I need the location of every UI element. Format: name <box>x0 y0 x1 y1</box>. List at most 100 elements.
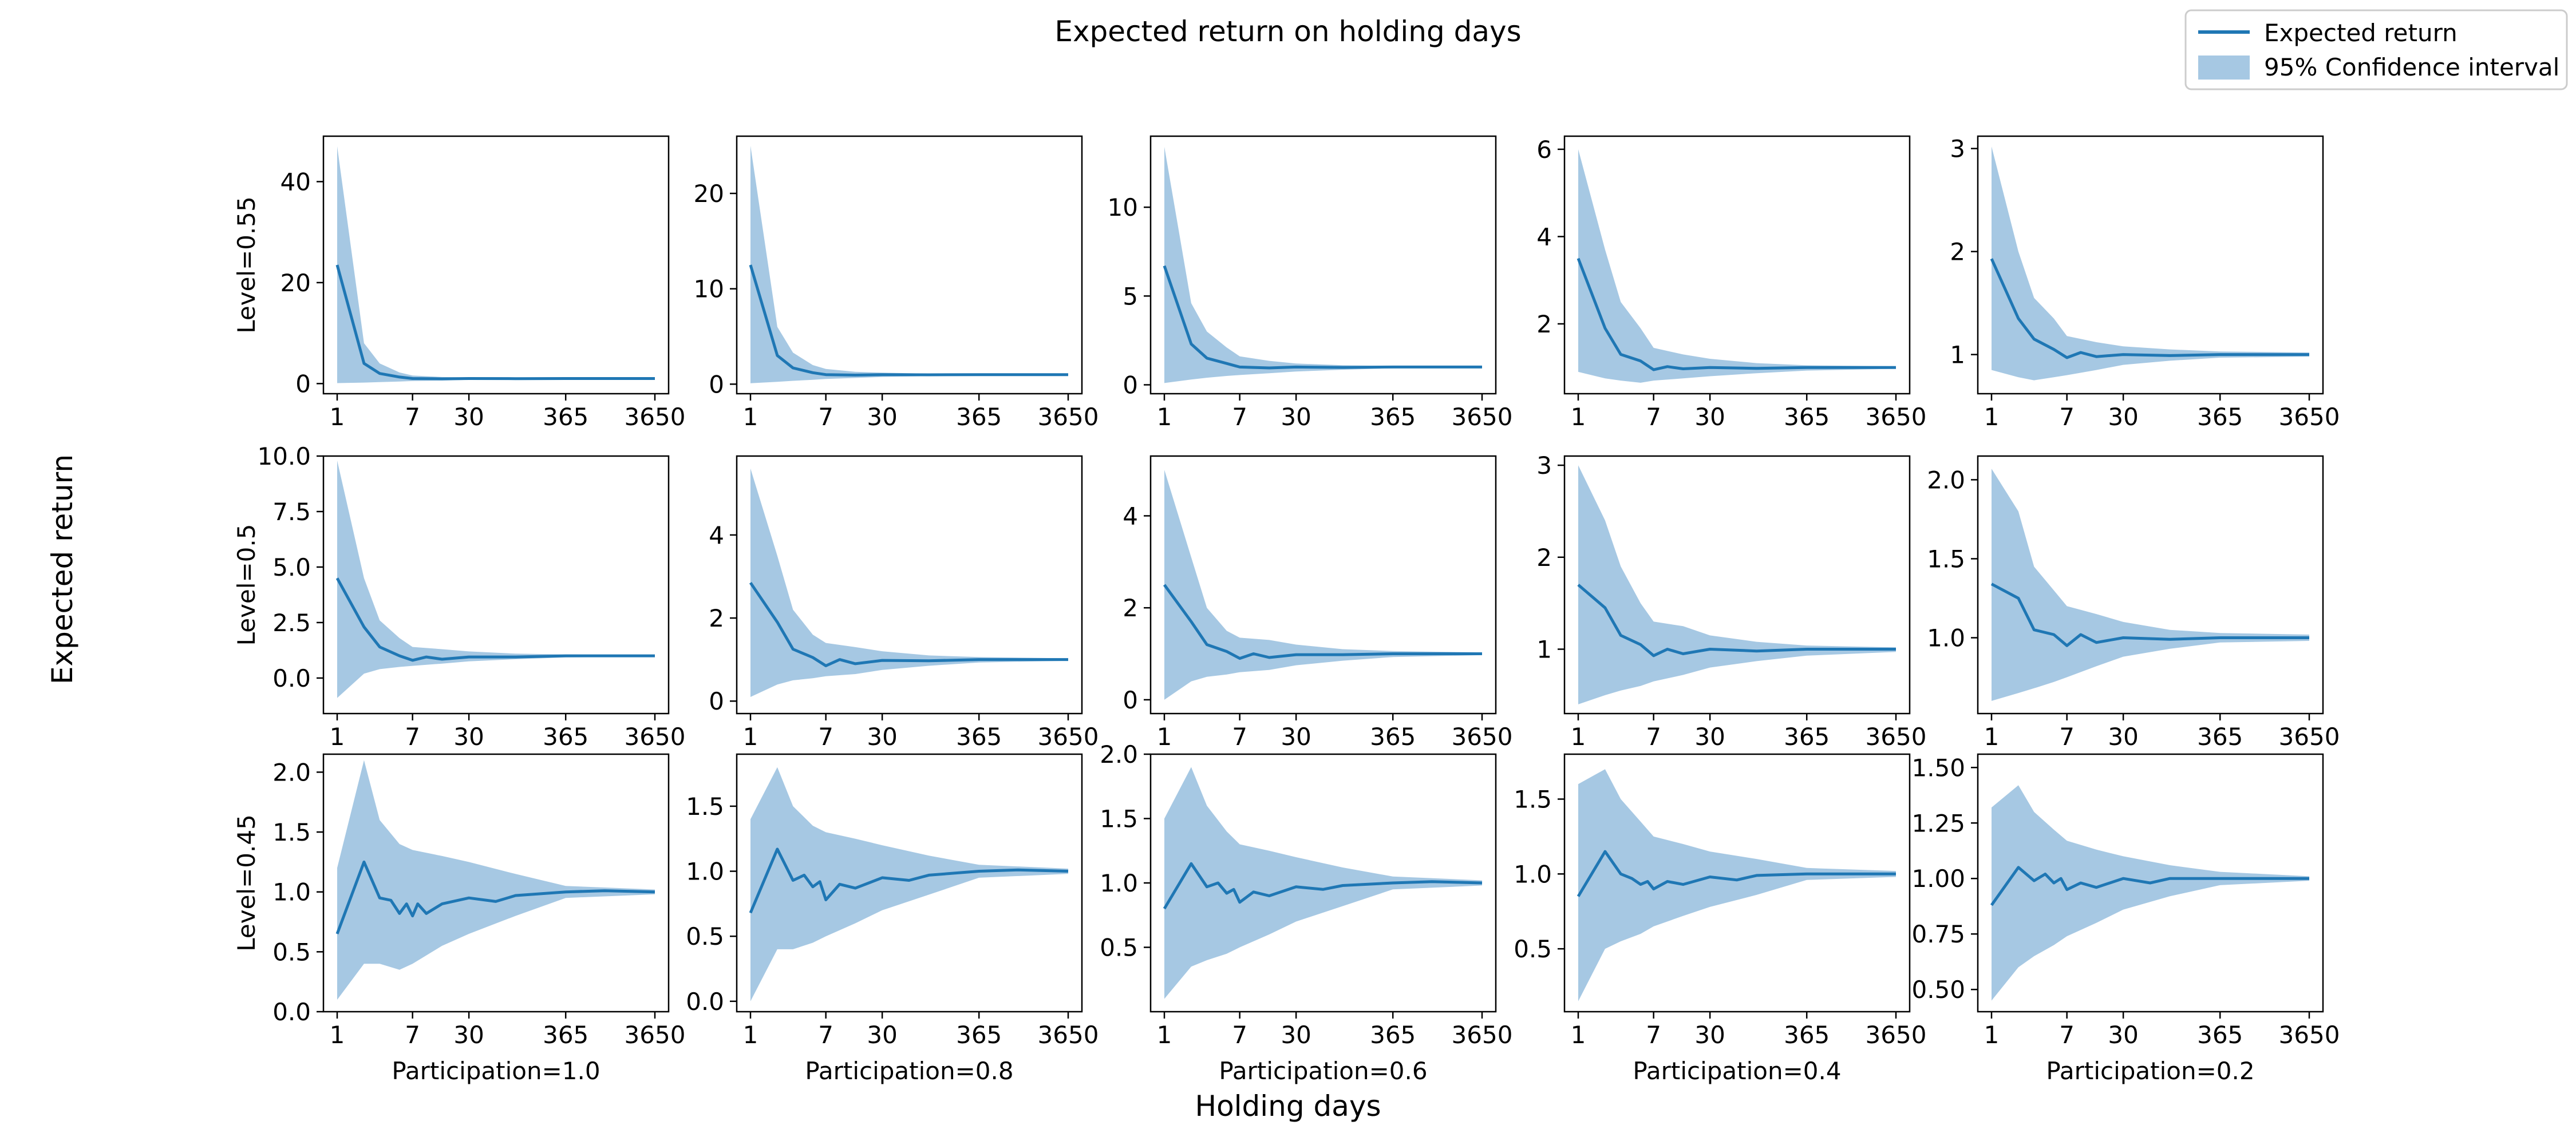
axes-frame <box>1977 455 2324 715</box>
x-tick-label: 3650 <box>1038 403 1099 431</box>
x-tick-label: 30 <box>1694 723 1725 751</box>
figure-title: Expected return on holding days <box>1054 15 1521 48</box>
y-tick-label: 2 <box>1536 310 1552 338</box>
y-tick-label: 1.25 <box>1911 809 1965 837</box>
confidence-band <box>1992 469 2309 701</box>
x-tick-label: 3650 <box>1866 403 1927 431</box>
x-tick-label: 30 <box>453 1021 484 1049</box>
axes-frame <box>1977 135 2324 395</box>
expected-return-line <box>1163 862 1483 910</box>
expected-return-line <box>1990 583 2309 647</box>
x-tick-label: 7 <box>2059 723 2075 751</box>
subplot-r0-c1: 1 7 30 365 3650 0 10 20 <box>694 135 1099 431</box>
y-tick-label: 0.50 <box>1911 976 1965 1004</box>
y-tick-label: 10 <box>694 275 724 303</box>
y-tick-label: 0.5 <box>1100 934 1138 962</box>
x-tick-label: 7 <box>2059 403 2075 431</box>
x-tick-label: 1 <box>1157 403 1172 431</box>
confidence-band <box>1164 146 1482 383</box>
expected-return-line <box>749 847 1069 914</box>
y-tick-label: 1.0 <box>272 878 311 906</box>
y-tick-label: 1.00 <box>1911 865 1965 893</box>
legend-label-confidence-interval: 95% Confidence interval <box>2264 53 2559 81</box>
x-tick-label: 7 <box>1646 403 1661 431</box>
legend: Expected return 95% Confidence interval <box>2184 9 2568 90</box>
x-tick-label: 7 <box>405 403 420 431</box>
y-tick-label: 1.50 <box>1911 754 1965 782</box>
subplot-r1-c3: 1 7 30 365 3650 1 2 3 <box>1536 451 1926 751</box>
x-tick-label: 365 <box>543 403 588 431</box>
x-tick-label: 7 <box>1646 723 1661 751</box>
confidence-band <box>750 145 1068 383</box>
x-tick-label: 3650 <box>625 1021 686 1049</box>
x-tick-label: 1 <box>743 403 758 431</box>
x-tick-label: 30 <box>2108 1021 2138 1049</box>
y-tick-label: 0.5 <box>272 938 311 966</box>
x-tick-label: 365 <box>2197 1021 2243 1049</box>
column-label: Participation=0.4 <box>1633 1057 1841 1085</box>
y-tick-label: 4 <box>1536 223 1552 251</box>
y-tick-label: 0.5 <box>1514 935 1552 963</box>
x-tick-label: 1 <box>1571 1021 1586 1049</box>
x-tick-label: 1 <box>330 1021 345 1049</box>
y-tick-label: 0.0 <box>686 988 724 1016</box>
expected-return-line <box>1163 584 1482 660</box>
column-label: Participation=0.2 <box>2046 1057 2254 1085</box>
x-tick-label: 3650 <box>2279 1021 2340 1049</box>
x-tick-label: 3650 <box>625 723 686 751</box>
x-tick-label: 7 <box>818 723 833 751</box>
y-tick-label: 10.0 <box>257 442 311 470</box>
row-label: Level=0.55 <box>232 196 260 334</box>
x-tick-label: 3650 <box>1038 1021 1099 1049</box>
y-tick-label: 2 <box>1536 544 1552 572</box>
confidence-band <box>1992 785 2309 1001</box>
y-tick-label: 0.0 <box>272 998 311 1026</box>
axes-frame <box>1149 135 1497 395</box>
x-tick-label: 365 <box>1784 403 1830 431</box>
x-tick-label: 3650 <box>1452 403 1513 431</box>
confidence-band <box>750 468 1068 697</box>
y-tick-label: 2.0 <box>1100 740 1138 768</box>
x-tick-label: 365 <box>1370 403 1416 431</box>
x-tick-label: 365 <box>543 723 588 751</box>
column-label: Participation=1.0 <box>392 1057 600 1085</box>
y-tick-label: 0.0 <box>272 664 311 692</box>
y-tick-label: 20 <box>694 180 724 208</box>
x-tick-label: 30 <box>1281 1021 1311 1049</box>
x-tick-label: 1 <box>743 723 758 751</box>
y-tick-label: 1.5 <box>1927 545 1965 573</box>
x-tick-label: 7 <box>405 1021 420 1049</box>
subplot-r1-c1: 1 7 30 365 3650 0 2 4 <box>709 455 1099 751</box>
y-tick-label: 2.0 <box>272 758 311 786</box>
x-tick-label: 7 <box>2059 1021 2075 1049</box>
y-tick-label: 5.0 <box>272 553 311 581</box>
confidence-band <box>1164 767 1482 999</box>
x-tick-label: 365 <box>956 723 1002 751</box>
y-tick-label: 1.0 <box>1514 860 1552 888</box>
expected-return-line <box>749 264 1068 377</box>
x-tick-label: 1 <box>1984 723 2000 751</box>
confidence-band <box>1164 470 1482 700</box>
y-tick-label: 2 <box>709 604 724 632</box>
y-tick-label: 1.0 <box>686 858 724 886</box>
expected-return-line <box>1990 866 2309 906</box>
y-tick-label: 4 <box>1123 502 1138 530</box>
axes-frame <box>322 753 670 1013</box>
row-label: Level=0.45 <box>232 814 260 952</box>
x-tick-label: 7 <box>405 723 420 751</box>
y-tick-label: 1.5 <box>686 793 724 821</box>
x-tick-label: 3650 <box>1452 1021 1513 1049</box>
expected-return-line <box>1577 850 1896 897</box>
subplot-r0-c2: 1 7 30 365 3650 0 5 10 <box>1108 135 1513 431</box>
figure-y-label: Expected return <box>46 454 79 684</box>
x-tick-label: 365 <box>2197 723 2243 751</box>
x-tick-label: 1 <box>330 723 345 751</box>
subplot-r0-c0: 1 7 30 365 3650 0 20 40 Level=0.55 <box>232 135 686 431</box>
x-tick-label: 1 <box>1984 1021 2000 1049</box>
expected-return-line <box>1577 258 1896 371</box>
subplot-r2-c3: 1 7 30 365 3650 0.5 1.0 1.5 Participation=0.4 <box>1514 753 1926 1085</box>
axes-frame <box>322 135 670 395</box>
x-tick-label: 3650 <box>625 403 686 431</box>
row-label: Level=0.5 <box>232 524 260 646</box>
